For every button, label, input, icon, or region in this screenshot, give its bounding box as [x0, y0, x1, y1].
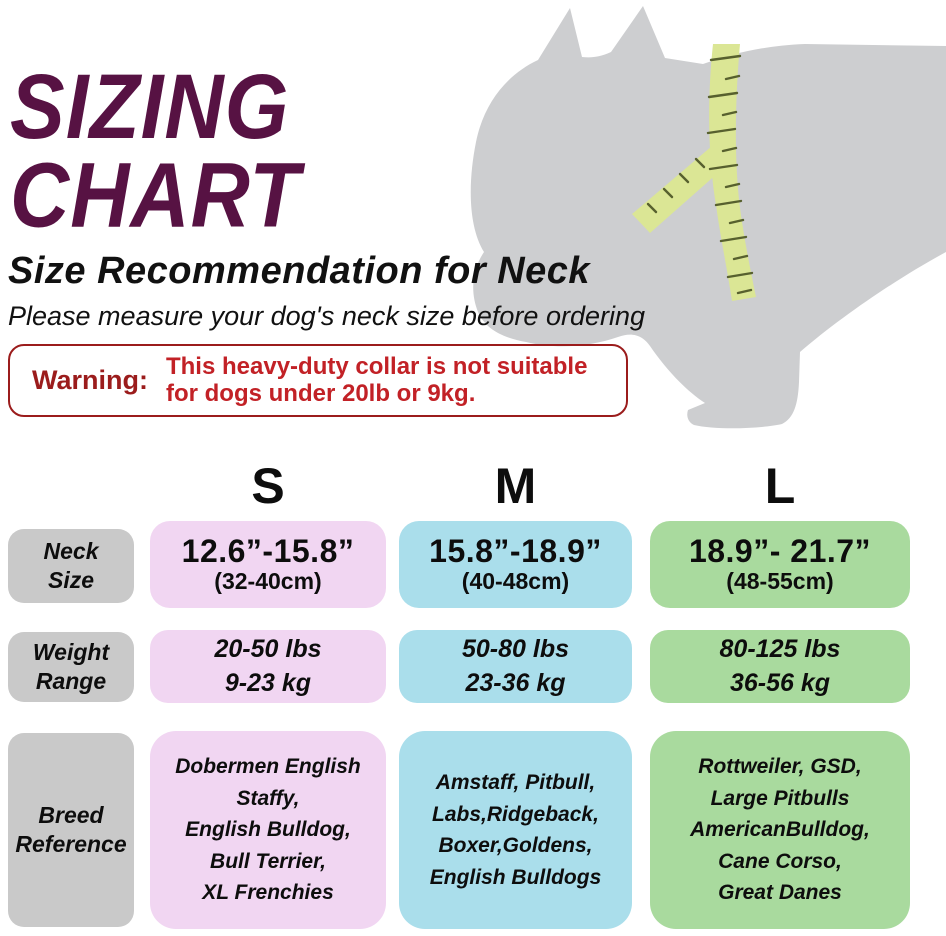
warning-label: Warning:	[32, 365, 148, 395]
warning-message: This heavy-duty collar is not suitable f…	[165, 352, 588, 407]
weight-range-l: 80-125 lbs 36-56 kg	[719, 634, 841, 697]
page-title-line1: SIZING	[10, 56, 290, 159]
weight-range-cell-l: 80-125 lbs 36-56 kg	[650, 630, 910, 703]
weight-range-cell-s: 20-50 lbs 9-23 kg	[150, 630, 386, 703]
weight-range-m: 50-80 lbs 23-36 kg	[461, 634, 569, 697]
measure-note: Please measure your dog's neck size befo…	[8, 301, 646, 331]
neck-size-inches-l: 18.9”- 21.7”	[688, 533, 872, 570]
row-header-weight-range: Weight Range	[8, 632, 134, 702]
breed-reference-cell-s: Dobermen English Staffy, English Bulldog…	[150, 731, 386, 929]
neck-size-cell-s: 12.6”-15.8” (32-40cm)	[150, 521, 386, 608]
breed-reference-s: Dobermen English Staffy, English Bulldog…	[175, 755, 361, 905]
neck-size-cm-s: (32-40cm)	[214, 568, 322, 595]
breed-reference-l: Rottweiler, GSD, Large Pitbulls American…	[690, 755, 870, 905]
neck-size-inches-s: 12.6”-15.8”	[181, 533, 355, 570]
page-title-line2: CHART	[10, 144, 301, 247]
column-header-l: L	[764, 458, 796, 514]
dog-body-silhouette	[470, 6, 946, 429]
dog-silhouette-illustration	[470, 6, 946, 429]
breed-reference-cell-l: Rottweiler, GSD, Large Pitbulls American…	[650, 731, 910, 929]
breed-reference-cell-m: Amstaff, Pitbull, Labs,Ridgeback, Boxer,…	[399, 731, 632, 929]
breed-reference-m: Amstaff, Pitbull, Labs,Ridgeback, Boxer,…	[429, 771, 602, 889]
warning-box: Warning: This heavy-duty collar is not s…	[8, 344, 628, 417]
neck-size-cell-l: 18.9”- 21.7” (48-55cm)	[650, 521, 910, 608]
column-header-s: S	[251, 458, 285, 514]
subtitle: Size Recommendation for Neck	[8, 250, 591, 292]
neck-size-cm-m: (40-48cm)	[461, 568, 570, 595]
column-header-m: M	[494, 458, 537, 514]
tape-tick-marks	[646, 54, 754, 295]
weight-range-s: 20-50 lbs 9-23 kg	[214, 634, 322, 697]
neck-size-inches-m: 15.8”-18.9”	[429, 533, 602, 570]
neck-size-cm-l: (48-55cm)	[726, 568, 834, 595]
page-title: SIZING CHART	[10, 56, 301, 247]
row-header-breed-reference: Breed Reference	[8, 733, 134, 927]
row-header-neck-size: Neck Size	[8, 529, 134, 603]
weight-range-cell-m: 50-80 lbs 23-36 kg	[399, 630, 632, 703]
neck-size-cell-m: 15.8”-18.9” (40-48cm)	[399, 521, 632, 608]
